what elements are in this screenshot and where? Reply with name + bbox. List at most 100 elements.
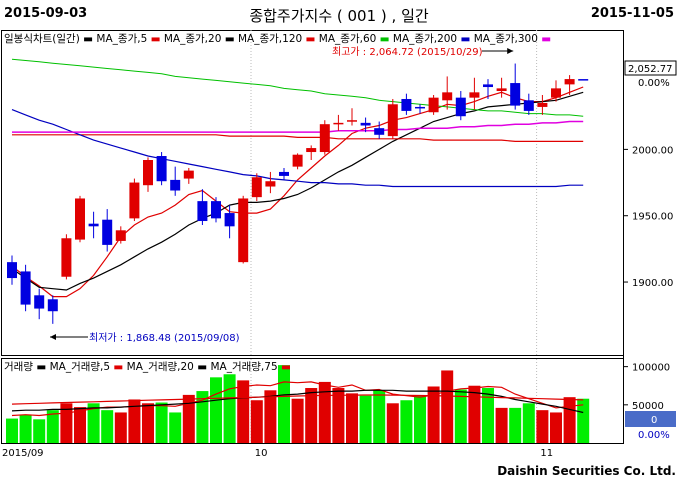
volume-bar (142, 403, 154, 443)
legend-swatch: ▬ (538, 33, 551, 45)
candle (415, 104, 425, 114)
volume-bar (196, 391, 209, 443)
high-label: 최고가 : 2,064.72 (2015/10/29) (332, 46, 483, 58)
legend-entry: MA_거래량,75 (207, 361, 278, 373)
volume-bar (182, 394, 195, 443)
candle (7, 255, 17, 285)
moving-average-lines (11, 58, 584, 298)
candle (374, 121, 385, 139)
candle-body (415, 106, 425, 109)
candle-body (428, 97, 439, 113)
volume-bar (33, 419, 46, 443)
chart-frame (1, 30, 624, 444)
candle-body (238, 198, 249, 263)
legend-entry: MA_종가,120 (235, 33, 303, 45)
candle (143, 157, 153, 192)
volume-bar (536, 410, 549, 443)
candle (75, 195, 85, 243)
price-axis: 1900.00 1950.00 2000.00 (623, 145, 673, 289)
legend-swatch: ▬ (147, 33, 160, 45)
candle (401, 93, 412, 115)
volume-bar (101, 410, 114, 443)
legend-swatch: ▬ (376, 33, 389, 45)
candle (551, 80, 561, 102)
end-date: 2015-11-05 (590, 6, 674, 21)
candle (88, 211, 99, 239)
volume-bar (46, 410, 59, 443)
volume-bar (223, 374, 236, 443)
candle (224, 205, 235, 239)
volume-bar (264, 390, 277, 443)
legend-entry: MA_종가,20 (161, 33, 222, 45)
change-pct: 0.00% (638, 78, 670, 89)
candles (7, 63, 589, 324)
candle (292, 153, 303, 170)
legend-entry: MA_종가,300 (470, 33, 538, 45)
volume-bar (19, 414, 32, 443)
candle (455, 91, 466, 121)
ma-line-MA_종가,20 (11, 91, 584, 291)
volume-bar (278, 365, 290, 443)
candle (211, 197, 221, 223)
candle-body (102, 219, 113, 245)
volume-bar (495, 407, 508, 443)
candle (537, 95, 548, 115)
legend-swatch: ▬ (110, 361, 123, 373)
ma-line-MA_종가,120 (12, 134, 584, 142)
volume-bar (250, 400, 263, 443)
candle-body (61, 238, 72, 277)
candle (61, 234, 72, 280)
ma-line-MA_종가,60 (11, 58, 584, 117)
price-tick-label: 1950.00 (632, 212, 673, 223)
volume-bar (291, 398, 304, 443)
candle-body (197, 201, 208, 222)
volume-legend: 거래량 ▬ MA_거래량,5 ▬ MA_거래량,20 ▬ MA_거래량,75 ▬ (4, 361, 291, 373)
volume-bar (87, 403, 100, 443)
candle-body (537, 102, 548, 107)
candle (496, 77, 507, 98)
volume-bar (400, 400, 413, 443)
candle-body (469, 92, 480, 98)
candle-body (333, 122, 344, 125)
volume-bar (509, 407, 522, 443)
candle-body (47, 299, 58, 312)
candle-body (75, 198, 85, 240)
volume-bar (441, 370, 454, 443)
last-price: 2,052.77 (628, 64, 673, 75)
candle (238, 195, 249, 264)
candle (197, 189, 208, 225)
volume-bars (6, 365, 590, 443)
ma-line-MA_종가,200 (11, 109, 584, 188)
legend-swatch: ▬ (221, 33, 234, 45)
candle-body (211, 201, 221, 219)
legend-swatch: ▬ (33, 361, 46, 373)
volume-ma-MA_거래량,75 (11, 394, 584, 405)
candle-body (564, 79, 575, 85)
candle (183, 167, 194, 184)
candle (387, 98, 398, 139)
low-label: 최저가 : 1,868.48 (2015/09/08) (89, 332, 240, 344)
legend-swatch: ▬ (302, 33, 315, 45)
legend-swatch: ▬ (80, 33, 93, 45)
legend-entry: MA_거래량,20 (123, 361, 194, 373)
candle-body (374, 128, 385, 135)
legend-swatch: ▬ (457, 33, 470, 45)
candle-body (156, 156, 167, 182)
candle (34, 288, 45, 320)
legend-entry: MA_종가,200 (390, 33, 458, 45)
volume-bar (305, 388, 318, 443)
ma-line-MA_종가,300 (12, 120, 584, 133)
candle-body (551, 88, 561, 98)
volume-bar (237, 380, 250, 443)
legend-swatch: ▬ (278, 361, 291, 373)
candle-body (455, 97, 466, 117)
chart-title: 종합주가지수 ( 001 ) , 일간 (249, 7, 429, 25)
candle-body (306, 148, 317, 153)
candle (115, 226, 126, 244)
candle (333, 114, 344, 131)
volume-bar (482, 388, 494, 443)
candle (20, 264, 31, 312)
candle (319, 120, 330, 155)
grid (250, 30, 538, 443)
